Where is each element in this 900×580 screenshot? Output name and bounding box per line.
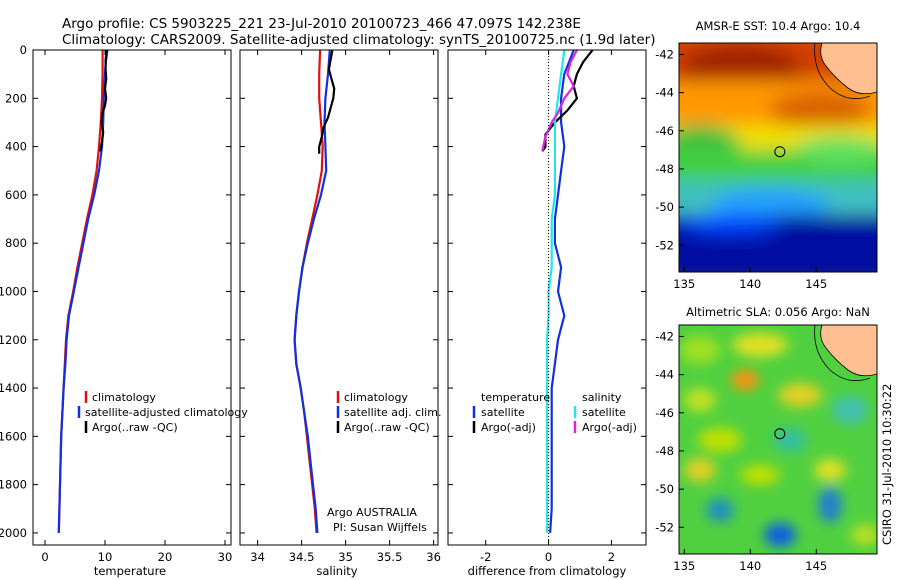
sst-map-panel: AMSR-E SST: 10.4 Argo: 10.4: [655, 19, 878, 291]
x-tick-label: 20: [158, 550, 173, 564]
map-y-tick-label: -50: [655, 482, 674, 496]
y-tick-label: 0: [20, 43, 27, 57]
sst-map-title: AMSR-E SST: 10.4 Argo: 10.4: [696, 19, 861, 33]
pi-label: PI: Susan Wijffels: [333, 521, 427, 534]
y-tick-label: 1200: [0, 333, 27, 347]
x-tick-label: 0: [545, 550, 552, 564]
legend-argo-label: Argo(..raw -QC): [92, 421, 178, 434]
legend-satellite-label: satellite adj. clim.: [344, 406, 441, 419]
legend-climatology-label: climatology: [344, 391, 408, 404]
y-tick-label: 1600: [0, 429, 27, 443]
map-y-tick-label: -46: [655, 124, 674, 138]
legend-climatology-label: climatology: [92, 391, 156, 404]
map-y-tick-label: -50: [655, 200, 674, 214]
map-y-tick-label: -48: [655, 162, 674, 176]
difference-xlabel: difference from climatology: [468, 564, 627, 578]
map-x-tick-label: 140: [739, 559, 761, 573]
map-y-tick-label: -42: [655, 329, 674, 343]
figure-title-line1: Argo profile: CS 5903225_221 23-Jul-2010…: [62, 16, 581, 32]
map-x-tick-label: 135: [673, 277, 695, 291]
map-y-tick-label: -52: [655, 238, 674, 252]
series-line-temperature-satellite: [549, 49, 575, 533]
salinity-xlabel: salinity: [316, 564, 357, 578]
map-y-tick-label: -48: [655, 444, 674, 458]
difference-legend: temperature satellite Argo(-adj) salinit…: [472, 391, 637, 434]
map-x-tick-label: 145: [805, 277, 827, 291]
difference-axes-box: [447, 49, 647, 546]
x-tick-label: 10: [98, 550, 113, 564]
map-y-tick-label: -52: [655, 520, 674, 534]
map-y-tick-label: -46: [655, 406, 674, 420]
map-y-tick-label: -44: [655, 368, 674, 382]
map-x-tick-label: 135: [673, 559, 695, 573]
x-tick-label: 2: [608, 550, 615, 564]
sst-field: [679, 43, 877, 272]
series-line-argo-raw-qc-: [99, 49, 108, 152]
footer-timestamp: CSIRO 31-Jul-2010 10:30:22: [880, 384, 894, 545]
sla-map-frame: [678, 324, 878, 555]
sla-map-title: Altimetric SLA: 0.056 Argo: NaN: [686, 305, 870, 319]
x-tick-label: 30: [218, 550, 233, 564]
series-line-salinity-satellite: [545, 49, 566, 533]
sla-field: [679, 325, 877, 554]
sla-map-panel: Altimetric SLA: 0.056 Argo: NaN: [655, 305, 878, 573]
legend-argo-label: Argo(..raw -QC): [344, 421, 430, 434]
legend-temperature-heading: temperature: [481, 391, 550, 404]
legend-temp-satellite-label: satellite: [481, 406, 525, 419]
legend-sal-argo-label: Argo(-adj): [582, 421, 637, 434]
temperature-axes-box: [32, 49, 232, 546]
series-line-salinity-argo-adj-: [541, 49, 578, 152]
x-tick-label: 0: [41, 550, 48, 564]
argo-float-marker: [774, 146, 786, 158]
map-x-tick-label: 145: [805, 559, 827, 573]
legend-sal-satellite-label: satellite: [582, 406, 626, 419]
argo-float-marker: [774, 428, 786, 440]
figure-title-line2: Climatology: CARS2009. Satellite-adjuste…: [62, 32, 655, 48]
temperature-legend: climatology satellite-adjusted climatolo…: [77, 391, 248, 434]
map-y-tick-label: -42: [655, 47, 674, 61]
legend-temp-argo-label: Argo(-adj): [481, 421, 536, 434]
x-tick-label: -2: [480, 550, 491, 564]
x-tick-label: 36: [426, 550, 441, 564]
y-tick-label: 1000: [0, 284, 27, 298]
difference-panel: -2 0 2 difference from climatology tempera…: [447, 49, 647, 578]
x-tick-label: 34: [250, 550, 265, 564]
salinity-panel: 34 34.5 35 35.5 36 salinity climatology sate…: [239, 49, 441, 578]
x-tick-label: 35: [338, 550, 353, 564]
y-tick-label: 1400: [0, 381, 27, 395]
series-line-argo-raw-qc-: [318, 49, 336, 154]
y-tick-label: 2000: [0, 526, 27, 540]
legend-satellite-label: satellite-adjusted climatology: [85, 406, 248, 419]
y-tick-label: 1800: [0, 478, 27, 492]
x-tick-label: 34.5: [289, 550, 315, 564]
salinity-legend: climatology satellite adj. clim. Argo(..…: [336, 391, 441, 434]
map-y-tick-label: -44: [655, 86, 674, 100]
temperature-panel: 0 10 20 30 0 200 400 600 800 1000 1200 1400 1600 1800…: [0, 43, 248, 578]
map-x-tick-label: 140: [739, 277, 761, 291]
argo-country-label: Argo AUSTRALIA: [327, 506, 417, 519]
y-tick-label: 800: [5, 236, 27, 250]
series-line-climatology: [57, 50, 104, 533]
y-tick-label: 400: [5, 140, 27, 154]
sst-map-frame: [678, 42, 878, 273]
y-tick-label: 200: [5, 91, 27, 105]
legend-salinity-heading: salinity: [582, 391, 622, 404]
salinity-axes-box: [239, 49, 439, 546]
temperature-xlabel: temperature: [94, 564, 166, 578]
x-tick-label: 35.5: [377, 550, 403, 564]
series-line-satellite-adj-clim-: [293, 49, 331, 533]
y-tick-label: 600: [5, 188, 27, 202]
